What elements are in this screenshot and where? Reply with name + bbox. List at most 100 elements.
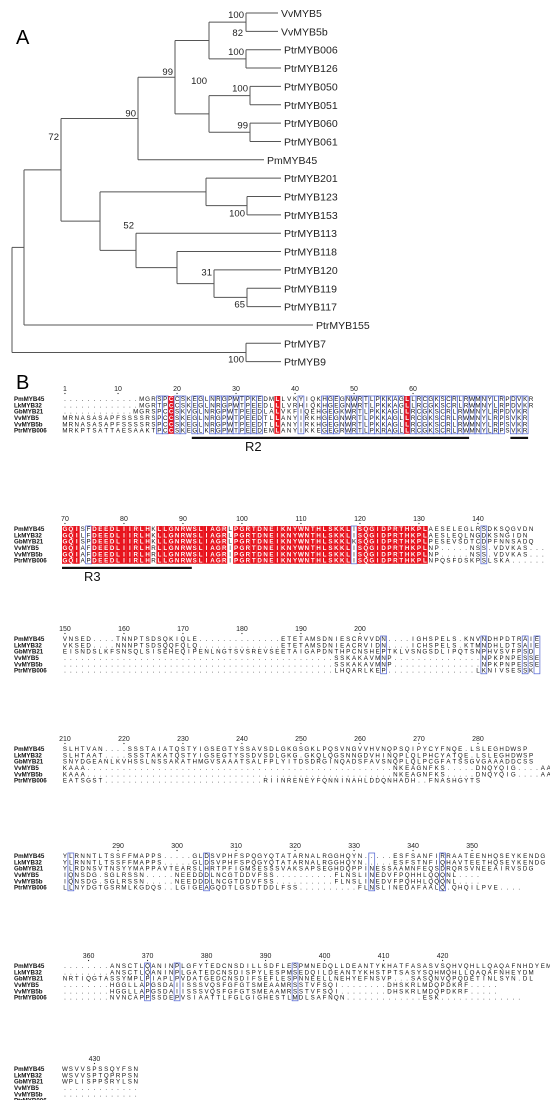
residue: R bbox=[393, 558, 398, 565]
residue: T bbox=[364, 396, 368, 403]
residue: . bbox=[206, 642, 208, 649]
residue: D bbox=[204, 859, 209, 866]
residue: S bbox=[157, 995, 161, 1002]
residue: R bbox=[352, 428, 357, 435]
residue: H bbox=[340, 853, 344, 860]
residue: I bbox=[164, 963, 166, 970]
residue: R bbox=[293, 402, 298, 409]
residue: L bbox=[417, 982, 421, 989]
residue: . bbox=[518, 995, 520, 1002]
residue: G bbox=[222, 649, 227, 656]
residue: . bbox=[330, 668, 332, 675]
residue: R bbox=[411, 428, 416, 435]
residue: Y bbox=[199, 963, 203, 970]
residue: . bbox=[117, 1098, 119, 1100]
residue: P bbox=[163, 396, 167, 403]
residue: F bbox=[270, 976, 274, 983]
residue: . bbox=[105, 771, 107, 778]
residue: K bbox=[452, 988, 457, 995]
residue: R bbox=[452, 396, 457, 403]
residue: T bbox=[388, 649, 392, 656]
residue: P bbox=[228, 396, 232, 403]
residue: S bbox=[157, 636, 161, 643]
residue: S bbox=[328, 539, 332, 546]
residue: D bbox=[523, 526, 528, 533]
residue: . bbox=[276, 655, 278, 662]
residue: K bbox=[104, 649, 109, 656]
residue: L bbox=[275, 402, 279, 409]
residue: K bbox=[145, 428, 150, 435]
residue: L bbox=[163, 532, 167, 539]
residue: L bbox=[317, 859, 321, 866]
residue: H bbox=[375, 752, 379, 759]
residue: V bbox=[240, 649, 245, 656]
residue: . bbox=[94, 409, 96, 416]
residue: S bbox=[299, 866, 303, 873]
residue: P bbox=[269, 759, 273, 766]
similar-column bbox=[480, 635, 488, 675]
residue: R bbox=[493, 409, 498, 416]
residue: P bbox=[145, 866, 149, 873]
residue: N bbox=[482, 636, 486, 643]
residue: P bbox=[246, 853, 250, 860]
residue: T bbox=[252, 551, 256, 558]
residue: P bbox=[452, 649, 456, 656]
residue: . bbox=[383, 771, 385, 778]
residue: K bbox=[346, 661, 351, 668]
residue: G bbox=[240, 545, 245, 552]
residue: F bbox=[393, 878, 397, 885]
residue: Y bbox=[494, 771, 498, 778]
residue: . bbox=[477, 988, 479, 995]
residue: S bbox=[210, 853, 214, 860]
residue: H bbox=[340, 859, 344, 866]
residue: S bbox=[299, 988, 303, 995]
residue: D bbox=[204, 853, 209, 860]
residue: . bbox=[94, 1091, 96, 1098]
residue: . bbox=[111, 746, 113, 753]
residue: F bbox=[429, 853, 433, 860]
residue: D bbox=[299, 995, 304, 1002]
residue: . bbox=[448, 668, 450, 675]
residue: A bbox=[417, 853, 422, 860]
residue: . bbox=[111, 642, 113, 649]
residue: P bbox=[140, 995, 144, 1002]
residue: K bbox=[494, 661, 499, 668]
residue: Q bbox=[452, 885, 457, 892]
position-tick: 150 bbox=[59, 626, 71, 633]
residue: I bbox=[206, 526, 208, 533]
residue: L bbox=[405, 415, 409, 422]
residue: T bbox=[511, 636, 515, 643]
residue: . bbox=[141, 661, 143, 668]
residue: F bbox=[264, 759, 268, 766]
residue: S bbox=[269, 878, 273, 885]
residue: . bbox=[82, 396, 84, 403]
residue: T bbox=[104, 866, 108, 873]
residue: W bbox=[345, 421, 351, 428]
residue: S bbox=[128, 415, 132, 422]
residue: G bbox=[186, 963, 191, 970]
residue: H bbox=[488, 649, 492, 656]
residue: . bbox=[241, 661, 243, 668]
residue: R bbox=[134, 539, 139, 546]
residue: I bbox=[448, 649, 450, 656]
residue: A bbox=[494, 963, 499, 970]
residue: K bbox=[252, 396, 257, 403]
residue: N bbox=[381, 636, 385, 643]
residue: R bbox=[246, 545, 251, 552]
residue: A bbox=[488, 969, 493, 976]
residue: G bbox=[222, 746, 227, 753]
taxon-label: VvMYB5 bbox=[281, 8, 322, 20]
similar-column bbox=[173, 962, 181, 1002]
residue: L bbox=[335, 668, 339, 675]
residue: W bbox=[62, 1072, 68, 1079]
residue: . bbox=[82, 661, 84, 668]
residue: G bbox=[340, 402, 345, 409]
residue: T bbox=[240, 396, 244, 403]
residue: . bbox=[465, 545, 467, 552]
residue: . bbox=[94, 963, 96, 970]
residue: . bbox=[400, 668, 402, 675]
residue: E bbox=[163, 649, 167, 656]
residue: . bbox=[82, 668, 84, 675]
residue: N bbox=[299, 778, 303, 785]
residue: S bbox=[193, 982, 197, 989]
